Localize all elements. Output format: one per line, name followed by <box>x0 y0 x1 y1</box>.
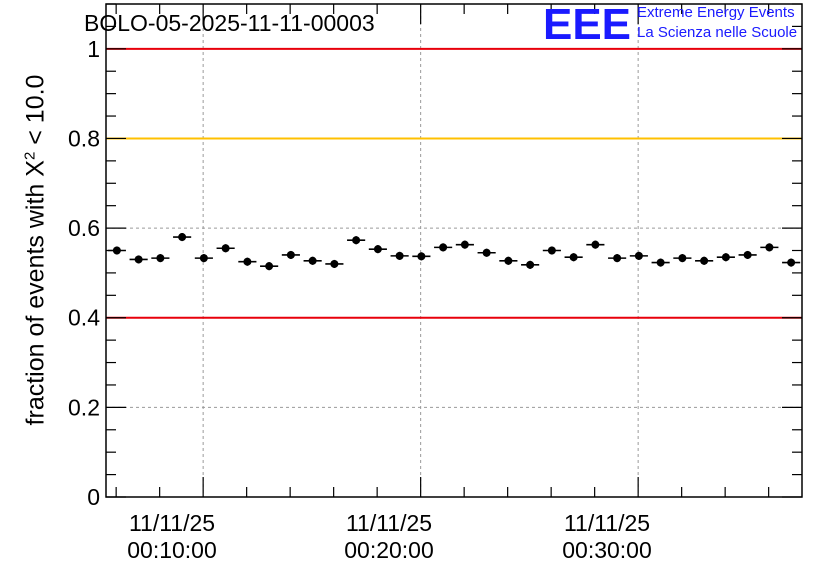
logo-caption: Extreme Energy Events La Scienza nelle S… <box>637 3 797 43</box>
point-marker <box>308 256 317 265</box>
data-point <box>738 250 757 260</box>
logo-line-1: Extreme Energy Events <box>637 4 795 21</box>
point-marker <box>721 253 730 262</box>
chart-title: BOLO-05-2025-11-11-00003 <box>84 10 375 36</box>
y-tick-label: 0 <box>87 484 100 510</box>
x-tick-time: 00:30:00 <box>562 537 652 563</box>
point-marker <box>613 254 622 263</box>
x-tick-label-3: 11/11/25 00:30:00 <box>562 510 652 564</box>
y-tick-label: 1 <box>87 36 100 62</box>
data-point <box>608 254 627 263</box>
x-tick-time: 00:20:00 <box>344 537 434 563</box>
data-point <box>499 256 518 265</box>
data-point <box>151 254 170 263</box>
data-point <box>760 243 779 252</box>
y-axis-label-tail: < 10.0 <box>21 74 50 152</box>
data-point <box>368 245 387 254</box>
x-tick-label-1: 11/11/25 00:10:00 <box>127 510 217 564</box>
data-point <box>782 258 801 267</box>
eee-logo-icon: EEE <box>543 2 631 44</box>
data-point <box>586 240 605 249</box>
data-point <box>629 251 648 260</box>
y-axis-label: fraction of events with X2 < 10.0 <box>21 75 50 426</box>
point-marker <box>656 258 665 267</box>
data-point <box>651 258 670 267</box>
point-marker <box>243 257 252 266</box>
y-tick-label: 0.2 <box>68 394 100 420</box>
data-point <box>390 251 409 260</box>
point-marker <box>265 262 274 271</box>
point-marker <box>765 243 774 252</box>
data-points <box>107 233 801 271</box>
point-marker <box>199 254 208 263</box>
x-tick-time: 00:10:00 <box>127 537 217 563</box>
data-point <box>173 233 192 242</box>
point-marker <box>373 245 382 254</box>
data-point <box>412 252 431 261</box>
point-marker <box>352 236 361 245</box>
logo-line-2: La Scienza nelle Scuole <box>637 24 798 41</box>
y-tick-label: 0.6 <box>68 215 100 241</box>
point-marker <box>439 243 448 252</box>
point-marker <box>460 240 469 249</box>
x-tick-date: 11/11/25 <box>345 510 433 536</box>
threshold-lines <box>106 47 802 319</box>
x-tick-date: 11/11/25 <box>563 510 651 536</box>
point-marker <box>156 254 165 263</box>
point-marker <box>221 244 230 253</box>
svg-text:EEE: EEE <box>543 2 631 44</box>
point-marker <box>134 255 143 264</box>
point-marker <box>569 253 578 262</box>
point-marker <box>547 246 556 255</box>
x-tick-date: 11/11/25 <box>128 510 216 536</box>
point-marker <box>787 258 796 267</box>
point-marker <box>678 254 687 263</box>
point-marker <box>700 256 709 265</box>
data-point <box>716 253 735 262</box>
data-point <box>281 250 300 260</box>
data-point <box>455 240 474 249</box>
point-marker <box>591 240 600 249</box>
data-point <box>216 244 235 253</box>
y-axis-label-main: fraction of events with X <box>21 160 50 426</box>
data-point <box>673 254 692 263</box>
data-point <box>325 259 344 268</box>
data-point <box>129 255 148 264</box>
data-point <box>260 262 279 271</box>
plot-frame <box>105 3 803 498</box>
point-marker <box>482 248 491 257</box>
point-marker <box>526 260 535 269</box>
data-point <box>695 256 714 265</box>
point-marker <box>417 252 426 261</box>
point-marker <box>395 251 404 260</box>
grid-lines <box>106 4 802 497</box>
point-marker <box>743 250 752 259</box>
data-point <box>564 253 583 262</box>
data-point <box>347 236 366 245</box>
data-point <box>303 256 322 265</box>
data-point <box>542 246 561 255</box>
data-point <box>434 243 453 252</box>
data-point <box>238 257 257 266</box>
point-marker <box>178 233 187 242</box>
point-marker <box>286 250 295 259</box>
y-tick-labels: 0 0.2 0.4 0.6 0.8 1 <box>68 36 100 510</box>
data-point <box>194 254 213 263</box>
axes <box>105 3 803 498</box>
data-point <box>521 260 540 269</box>
y-axis-label-sup: 2 <box>21 151 39 161</box>
point-marker <box>112 246 121 255</box>
x-tick-label-2: 11/11/25 00:20:00 <box>344 510 434 564</box>
y-tick-label: 0.8 <box>68 125 100 151</box>
data-point <box>477 248 496 257</box>
point-marker <box>634 251 643 260</box>
point-marker <box>330 259 339 268</box>
y-tick-label: 0.4 <box>68 305 100 331</box>
point-marker <box>504 256 513 265</box>
